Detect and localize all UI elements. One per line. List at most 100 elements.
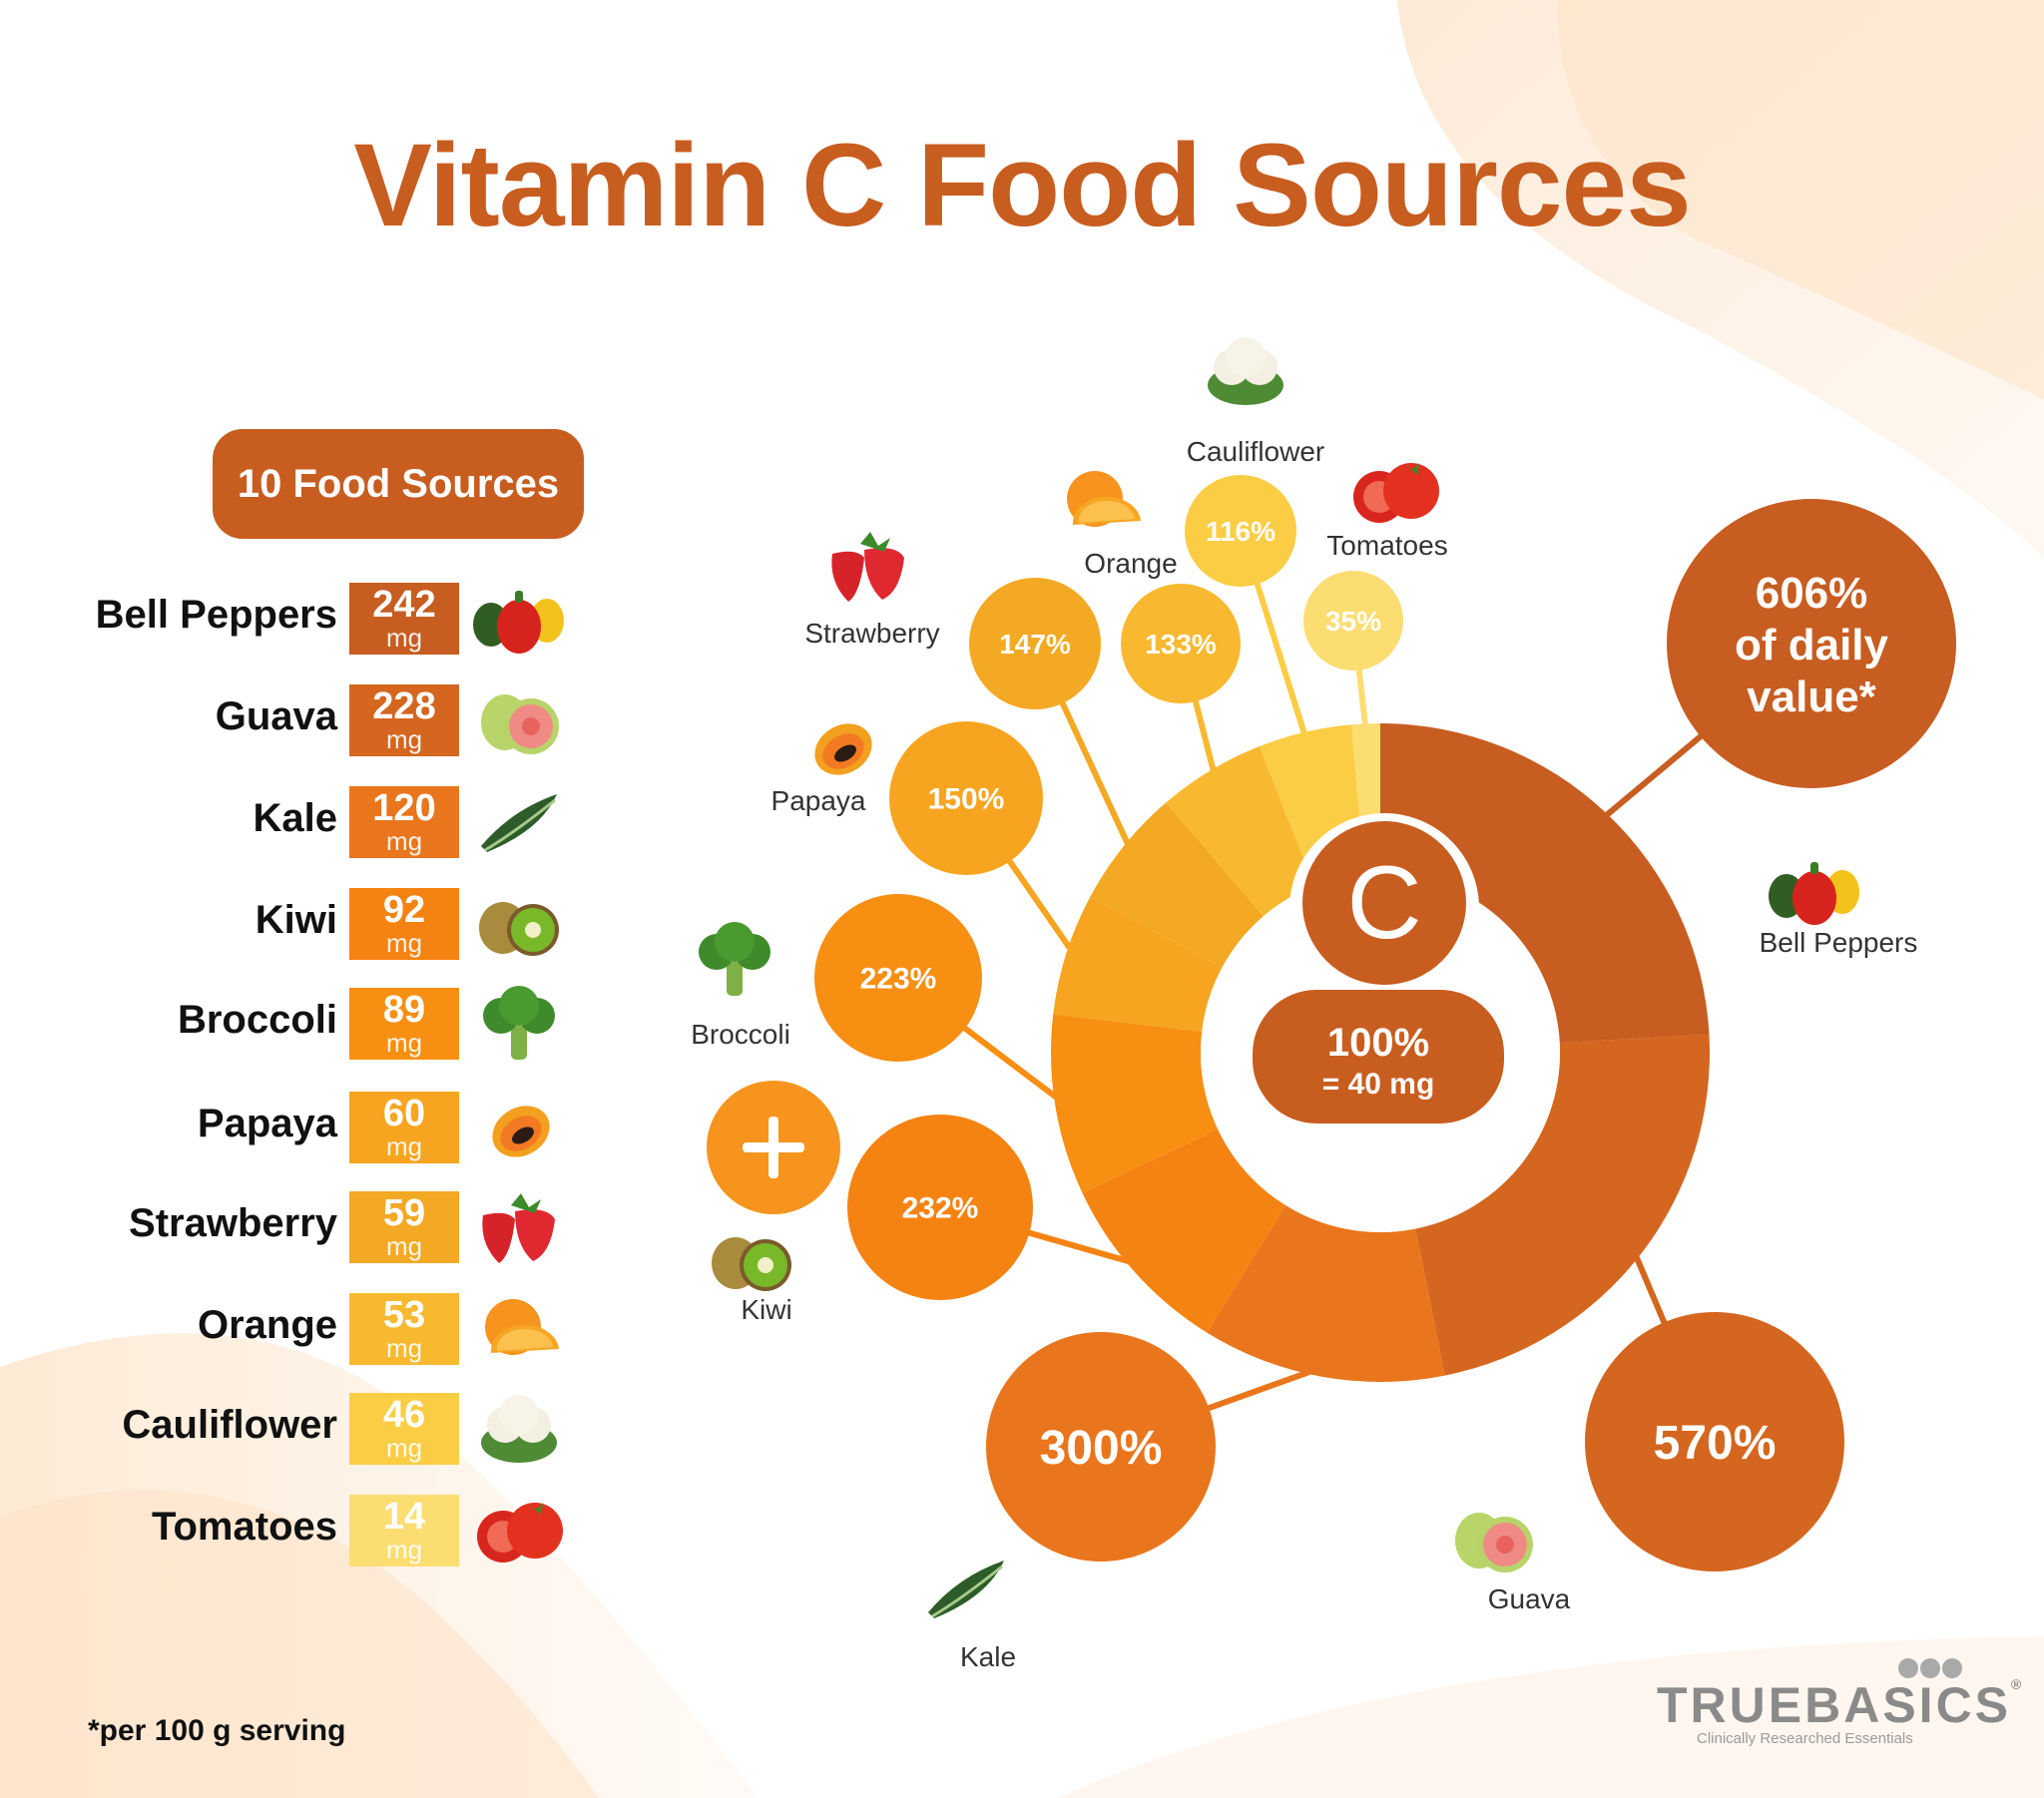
list-item-name: Orange bbox=[197, 1303, 337, 1347]
list-item: Guava 228 mg bbox=[40, 684, 599, 756]
amount-value: 228 bbox=[372, 685, 436, 727]
food-label: Broccoli bbox=[691, 1019, 790, 1050]
food-label: Tomatoes bbox=[1326, 530, 1447, 561]
food-icon bbox=[1769, 862, 1859, 925]
list-item-icon bbox=[479, 902, 559, 956]
percent-label: 35% bbox=[1325, 606, 1381, 637]
percent-bubble bbox=[1185, 475, 1296, 587]
amount-value: 89 bbox=[382, 989, 426, 1031]
list-item-amount: 46 mg bbox=[349, 1393, 459, 1465]
percent-bubble bbox=[1121, 584, 1241, 703]
amount-unit: mg bbox=[385, 1333, 423, 1363]
brand-tagline: Clinically Researched Essentials bbox=[1697, 1730, 1913, 1747]
amount-unit: mg bbox=[385, 623, 423, 653]
donut-segment bbox=[1415, 1034, 1710, 1376]
list-item-icon bbox=[492, 1106, 550, 1157]
list-item-amount: 59 mg bbox=[349, 1191, 459, 1263]
list-item-icon bbox=[477, 1503, 563, 1563]
amount-unit: mg bbox=[385, 1231, 423, 1261]
list-item-amount: 120 mg bbox=[349, 786, 459, 858]
amount-unit: mg bbox=[385, 1433, 423, 1463]
food-icon bbox=[699, 922, 770, 996]
food-icon bbox=[814, 723, 872, 775]
center-value-pill bbox=[1253, 990, 1504, 1124]
amount-unit: mg bbox=[385, 724, 423, 754]
food-label: Cauliflower bbox=[1187, 436, 1325, 467]
percent-label: 606% bbox=[1756, 569, 1868, 618]
amount-unit: mg bbox=[385, 1535, 423, 1565]
percent-bubble bbox=[847, 1115, 1033, 1300]
list-item-amount: 89 mg bbox=[349, 988, 459, 1060]
donut-segment bbox=[1053, 896, 1223, 1032]
list-item-icon bbox=[485, 1299, 559, 1355]
brand-icon bbox=[1898, 1658, 1962, 1678]
food-labels: Bell Peppers Guava Kale Kiwi Broccoli Papaya S… bbox=[691, 337, 1917, 1672]
percent-bubble bbox=[969, 578, 1101, 709]
list-item-name: Bell Peppers bbox=[95, 593, 337, 637]
center-sublabel: = 40 mg bbox=[1322, 1068, 1435, 1101]
food-label: Guava bbox=[1488, 1583, 1571, 1614]
brand-dot bbox=[1920, 1658, 1940, 1678]
orange-icon bbox=[1067, 471, 1141, 527]
food-icon bbox=[1208, 337, 1283, 405]
tomatoes-icon bbox=[1353, 463, 1439, 523]
percent-label: 300% bbox=[1040, 1422, 1163, 1475]
food-icon bbox=[712, 1237, 791, 1291]
list-item-name: Strawberry bbox=[129, 1201, 337, 1245]
broccoli-icon bbox=[483, 986, 555, 1060]
page-title: Vitamin C Food Sources bbox=[353, 120, 1692, 251]
guava-icon bbox=[1455, 1513, 1533, 1573]
list-item-icon bbox=[481, 694, 559, 754]
food-icon bbox=[1067, 471, 1141, 527]
amount-value: 242 bbox=[372, 584, 436, 626]
kale-icon bbox=[928, 1561, 1004, 1618]
list-item-icon bbox=[481, 1395, 557, 1463]
food-icon bbox=[1353, 463, 1439, 523]
brand-dot bbox=[1898, 1658, 1918, 1678]
percent-label: 570% bbox=[1654, 1417, 1777, 1470]
list-item-amount: 14 mg bbox=[349, 1495, 459, 1567]
donut-segment bbox=[1082, 1128, 1286, 1333]
plus-icon bbox=[707, 1081, 840, 1214]
list-item-name: Kale bbox=[253, 796, 338, 840]
list-item-name: Kiwi bbox=[255, 898, 337, 942]
percent-bubble bbox=[1585, 1312, 1844, 1572]
amount-value: 53 bbox=[382, 1294, 426, 1336]
list-item: Cauliflower 46 mg bbox=[40, 1393, 599, 1465]
center-value: 100% bbox=[1327, 1021, 1429, 1065]
list-item-amount: 228 mg bbox=[349, 684, 459, 756]
percent-bubble bbox=[1303, 571, 1403, 671]
amount-unit: mg bbox=[385, 1028, 423, 1058]
guava-icon bbox=[481, 694, 559, 754]
list-item-amount: 53 mg bbox=[349, 1293, 459, 1365]
percent-bubble bbox=[814, 894, 982, 1062]
food-label: Bell Peppers bbox=[1760, 927, 1918, 958]
list-item-icon bbox=[483, 986, 555, 1060]
list-item: Tomatoes 14 mg bbox=[40, 1495, 599, 1567]
amount-value: 14 bbox=[382, 1496, 426, 1538]
list-item: Kiwi 92 mg bbox=[40, 888, 599, 960]
food-icon bbox=[831, 532, 904, 602]
donut-segment bbox=[1050, 1014, 1219, 1193]
donut-segment bbox=[1380, 723, 1710, 1044]
strawberry-icon bbox=[831, 532, 904, 602]
list-item-amount: 92 mg bbox=[349, 888, 459, 960]
food-label: Orange bbox=[1084, 548, 1177, 579]
cauliflower-icon bbox=[1208, 337, 1283, 405]
percent-label: 232% bbox=[902, 1192, 979, 1225]
food-label: Kiwi bbox=[741, 1294, 791, 1325]
amount-value: 59 bbox=[382, 1192, 426, 1234]
strawberry-icon bbox=[482, 1193, 555, 1263]
kiwi-icon bbox=[479, 902, 559, 956]
plus-icon-v bbox=[768, 1117, 778, 1178]
food-label: Strawberry bbox=[804, 618, 939, 649]
food-label: Kale bbox=[960, 1641, 1016, 1672]
brand-mark: ® bbox=[2011, 1676, 2022, 1692]
vitamin-c-icon bbox=[1302, 821, 1466, 985]
center-badge: C 100%= 40 mg bbox=[1201, 813, 1560, 1232]
percent-label: of daily bbox=[1735, 621, 1889, 670]
donut-segment bbox=[1166, 746, 1314, 917]
list-item-name: Tomatoes bbox=[152, 1505, 337, 1549]
amount-unit: mg bbox=[385, 1131, 423, 1161]
